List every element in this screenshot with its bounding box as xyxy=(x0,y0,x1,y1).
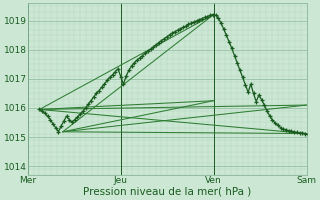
X-axis label: Pression niveau de la mer( hPa ): Pression niveau de la mer( hPa ) xyxy=(83,187,251,197)
